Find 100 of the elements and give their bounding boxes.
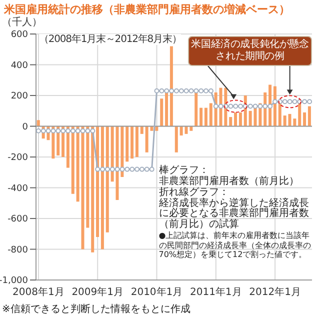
point — [134, 166, 140, 172]
point — [307, 99, 312, 104]
point — [282, 99, 288, 104]
x-tick-label: 2009年1月 — [72, 286, 124, 298]
point — [188, 88, 194, 94]
y-tick-label: -600 — [8, 214, 28, 225]
bar — [160, 98, 164, 126]
point — [75, 128, 80, 134]
annotation: 非農業部門雇用者数（前月比） — [158, 176, 300, 188]
point — [66, 128, 71, 134]
point — [258, 104, 263, 109]
bar — [106, 126, 109, 232]
point — [124, 166, 130, 172]
annotation: 米国経済の成長鈍化が懸念された期間の例 — [188, 36, 312, 66]
point — [208, 88, 214, 94]
point — [110, 166, 115, 172]
bar — [135, 126, 138, 157]
bar — [96, 126, 100, 237]
bar — [200, 108, 203, 126]
bar — [71, 126, 74, 194]
text: ※信頼できると判断した情報をもとに作成 — [2, 302, 190, 316]
point — [272, 99, 278, 104]
point — [164, 88, 170, 94]
y-tick-label: -400 — [8, 184, 28, 194]
point — [204, 88, 209, 94]
y-axis-title: （千人） — [2, 16, 42, 29]
bar — [130, 126, 134, 159]
point — [174, 88, 179, 94]
point — [85, 128, 90, 134]
bar — [100, 126, 104, 250]
point — [252, 104, 258, 109]
bar — [91, 126, 94, 252]
bar — [165, 90, 168, 126]
point — [95, 166, 100, 172]
point — [178, 88, 184, 94]
point — [184, 88, 189, 94]
bar — [204, 108, 208, 126]
point — [228, 104, 234, 109]
y-tick-label: -800 — [8, 245, 28, 256]
bar — [120, 126, 124, 177]
bar — [140, 126, 144, 134]
annotation: 棒グラフ： — [158, 165, 210, 176]
bar — [209, 103, 212, 126]
point — [120, 166, 125, 172]
point — [100, 166, 106, 172]
y-tick-label: -200 — [8, 153, 28, 164]
point — [213, 104, 218, 109]
bar — [293, 118, 296, 126]
y-tick-label: 400 — [10, 60, 28, 71]
chart-subtitle: （2008年1月末～2012年8月末） — [39, 34, 182, 45]
bar — [170, 46, 173, 126]
point — [144, 166, 150, 172]
y-tick-label: 0 — [22, 122, 28, 132]
x-tick-label: 2012年1月 — [249, 286, 301, 298]
bar — [234, 112, 238, 126]
bar — [86, 126, 90, 228]
bar — [194, 92, 198, 126]
point — [50, 128, 56, 134]
x-tick-label: 2011年1月 — [190, 286, 242, 298]
point — [36, 128, 41, 134]
annotation: ●上記試算は、前年末の雇用者数に当該年の民間部門の経済成長率（全体の成長率の70%想定）を乗じて12で割った値です。 — [158, 231, 312, 260]
point — [194, 88, 199, 94]
annotation: 経済成長率から逆算した経済成長に必要となる非農業部門雇用者数（前月比）の試算 — [158, 198, 310, 231]
chart-title: 米国雇用統計の推移（非農業部門雇用者数の増減ベース） — [4, 2, 290, 16]
point — [70, 128, 76, 134]
point — [149, 166, 154, 172]
point — [46, 128, 51, 134]
point — [56, 128, 61, 134]
point — [154, 88, 160, 94]
bar — [126, 126, 129, 162]
x-tick-label: 2010年1月 — [130, 286, 183, 298]
point — [139, 166, 144, 172]
point — [80, 128, 86, 134]
point — [218, 104, 224, 109]
point — [159, 88, 164, 94]
point — [40, 128, 46, 134]
point — [198, 88, 204, 94]
point — [90, 128, 96, 134]
point — [114, 166, 120, 172]
point — [292, 99, 298, 104]
bar — [303, 112, 306, 126]
point — [60, 128, 66, 134]
x-tick-label: 2008年1月 — [12, 286, 64, 298]
point — [104, 166, 110, 172]
y-tick-label: 200 — [10, 92, 28, 102]
point — [169, 88, 174, 94]
bar — [174, 126, 178, 152]
bar — [36, 120, 40, 126]
point — [262, 104, 268, 109]
point — [238, 104, 244, 109]
y-tick-label: 600 — [10, 30, 28, 40]
point — [268, 104, 273, 109]
point — [130, 166, 135, 172]
bar — [278, 103, 282, 126]
point — [248, 104, 253, 109]
bar — [238, 112, 242, 126]
bar — [229, 117, 232, 126]
point — [302, 99, 308, 104]
bar — [308, 106, 311, 126]
annotation: 折れ線グラフ： — [158, 186, 229, 198]
